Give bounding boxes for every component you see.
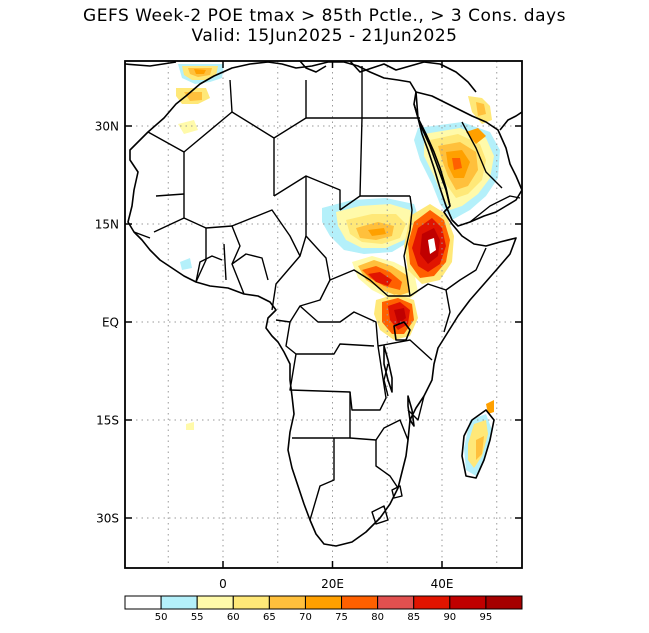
colorbar-label: 90: [443, 612, 456, 623]
colorbar-swatch: [196, 595, 234, 610]
lake-victoria: [393, 321, 411, 341]
colorbar-swatch: [341, 595, 379, 610]
arabia-coastline: [415, 91, 522, 227]
colorbar-swatch: [413, 595, 451, 610]
colorbar-swatch: [124, 595, 162, 610]
plot-frame: [124, 60, 523, 569]
colorbar-swatch: [485, 595, 523, 610]
colorbar-swatch: [160, 595, 198, 610]
colorbar-swatch: [232, 595, 270, 610]
map-subtitle: Valid: 15Jun2025 - 21Jun2025: [191, 26, 458, 46]
heat-region-south-sudan: [352, 256, 418, 302]
y-axis: 30N 15N EQ 15S 30S: [95, 120, 522, 526]
heat-region-uganda: [374, 294, 418, 340]
colorbar-label: 80: [371, 612, 384, 623]
colorbar-swatch: [377, 595, 415, 610]
colorbar-label: 75: [335, 612, 348, 623]
y-tick-label: 15N: [95, 218, 119, 232]
colorbar: 50 55 60 65 70 75 80 85 90 95: [124, 595, 523, 623]
red-sea: [413, 103, 451, 207]
x-tick-label: 0: [219, 577, 227, 591]
heat-region-ethiopia: [404, 204, 454, 284]
colorbar-label: 65: [263, 612, 276, 623]
y-tick-label: 15S: [96, 414, 119, 428]
gulf-coastline: [499, 111, 522, 131]
y-tick-label: EQ: [102, 316, 119, 330]
heat-patch-angola: [186, 422, 194, 430]
heat-region-algeria: [178, 64, 224, 84]
y-tick-label: 30N: [95, 120, 119, 134]
colorbar-swatch: [268, 595, 306, 610]
coastlines: [125, 61, 522, 547]
country-borders: [133, 66, 521, 525]
lake-tanganyika: [383, 345, 393, 393]
heat-patch-west-africa: [180, 258, 192, 270]
colorbar-label: 95: [480, 612, 493, 623]
y-tick-label: 30S: [96, 512, 119, 526]
lake-malawi: [407, 395, 415, 427]
colorbar-label: 70: [299, 612, 312, 623]
colorbar-label: 60: [227, 612, 240, 623]
x-tick-label: 40E: [431, 577, 454, 591]
heat-region-sudan: [322, 198, 420, 254]
colorbar-label: 55: [191, 612, 204, 623]
colorbar-swatch: [449, 595, 487, 610]
heat-layer: [176, 64, 500, 476]
colorbar-label: 85: [407, 612, 420, 623]
heat-region-levant: [468, 96, 492, 124]
europe-coastline: [125, 61, 477, 93]
colorbar-label: 50: [155, 612, 168, 623]
colorbar-swatch: [304, 595, 343, 610]
heat-region-morocco: [176, 88, 210, 134]
x-tick-label: 20E: [321, 577, 344, 591]
madagascar-coastline: [461, 409, 495, 479]
map-grid: [125, 61, 522, 568]
heat-region-madagascar: [464, 400, 494, 476]
map-title: GEFS Week-2 POE tmax > 85th Pctle., > 3 …: [83, 6, 566, 26]
x-axis: 0 20E 40E: [219, 61, 453, 591]
